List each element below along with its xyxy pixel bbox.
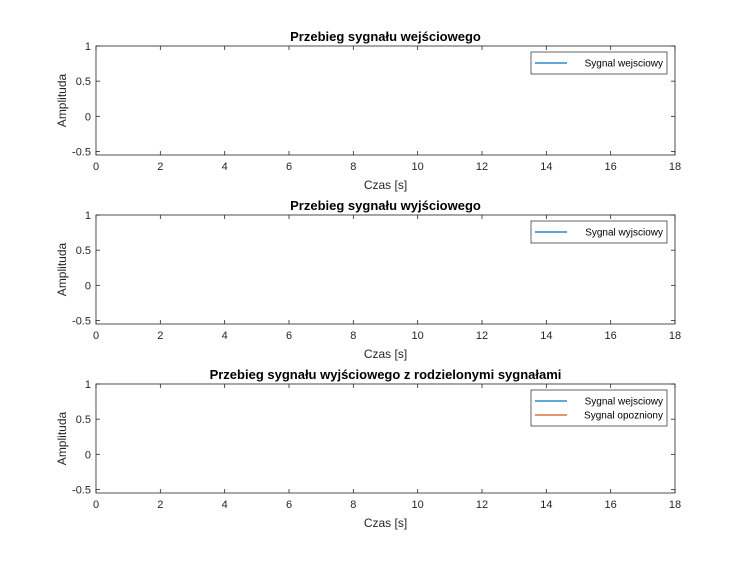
x-tick-label: 6	[286, 161, 292, 173]
y-tick-label: 0	[85, 449, 91, 461]
y-tick-label: 1	[85, 210, 91, 222]
x-tick-label: 18	[669, 161, 681, 173]
y-tick-label: -0.5	[72, 484, 91, 496]
legend: Sygnal wyjsciowy	[530, 220, 668, 244]
legend-box	[530, 220, 668, 244]
chart-title: Przebieg sygnału wejściowego	[290, 29, 481, 44]
chart-title: Przebieg sygnału wyjściowego	[290, 198, 481, 213]
y-tick-label: 0.5	[76, 245, 91, 257]
y-tick-label: -0.5	[72, 315, 91, 327]
x-tick-label: 16	[605, 499, 617, 511]
x-tick-label: 8	[350, 161, 356, 173]
x-tick-label: 0	[93, 161, 99, 173]
x-tick-label: 14	[540, 499, 552, 511]
legend-box	[530, 51, 668, 75]
legend: Sygnal wejsciowy Sygnal opozniony	[530, 389, 668, 427]
y-tick-label: 0	[85, 111, 91, 123]
x-tick-label: 14	[540, 330, 552, 342]
x-tick-label: 4	[222, 499, 228, 511]
x-tick-label: 18	[669, 330, 681, 342]
legend: Sygnal wejsciowy	[530, 51, 668, 75]
x-tick-label: 6	[286, 330, 292, 342]
chart-title: Przebieg sygnału wyjściowego z rodzielon…	[210, 367, 562, 382]
x-tick-label: 10	[412, 330, 424, 342]
x-tick-label: 14	[540, 161, 552, 173]
legend-box	[530, 389, 668, 427]
x-tick-label: 6	[286, 499, 292, 511]
x-axis-label: Czas [s]	[364, 347, 407, 361]
y-axis-label: Amplituda	[55, 243, 69, 297]
x-tick-label: 18	[669, 499, 681, 511]
x-tick-label: 2	[157, 161, 163, 173]
x-tick-label: 8	[350, 330, 356, 342]
legend-entry: Sygnal wyjsciowy	[585, 228, 663, 239]
y-tick-label: 0.5	[76, 414, 91, 426]
x-tick-label: 16	[605, 161, 617, 173]
legend-entry: Sygnal wejsciowy	[585, 397, 663, 408]
x-axis-label: Czas [s]	[364, 178, 407, 192]
y-axis-label: Amplituda	[55, 74, 69, 128]
y-tick-label: -0.5	[72, 146, 91, 158]
y-tick-label: 0.5	[76, 76, 91, 88]
y-tick-label: 1	[85, 41, 91, 53]
x-tick-label: 12	[476, 161, 488, 173]
y-tick-label: 1	[85, 379, 91, 391]
x-tick-label: 10	[412, 499, 424, 511]
y-tick-label: 0	[85, 280, 91, 292]
x-tick-label: 4	[222, 161, 228, 173]
x-tick-label: 16	[605, 330, 617, 342]
x-tick-label: 8	[350, 499, 356, 511]
x-tick-label: 12	[476, 330, 488, 342]
legend-entry: Sygnal wejsciowy	[585, 59, 663, 70]
x-tick-label: 2	[157, 499, 163, 511]
y-axis-label: Amplituda	[55, 412, 69, 466]
x-tick-label: 12	[476, 499, 488, 511]
x-tick-label: 10	[412, 161, 424, 173]
x-tick-label: 0	[93, 499, 99, 511]
legend-entry: Sygnal opozniony	[584, 411, 663, 422]
x-axis-label: Czas [s]	[364, 516, 407, 530]
x-tick-label: 2	[157, 330, 163, 342]
x-tick-label: 4	[222, 330, 228, 342]
x-tick-label: 0	[93, 330, 99, 342]
